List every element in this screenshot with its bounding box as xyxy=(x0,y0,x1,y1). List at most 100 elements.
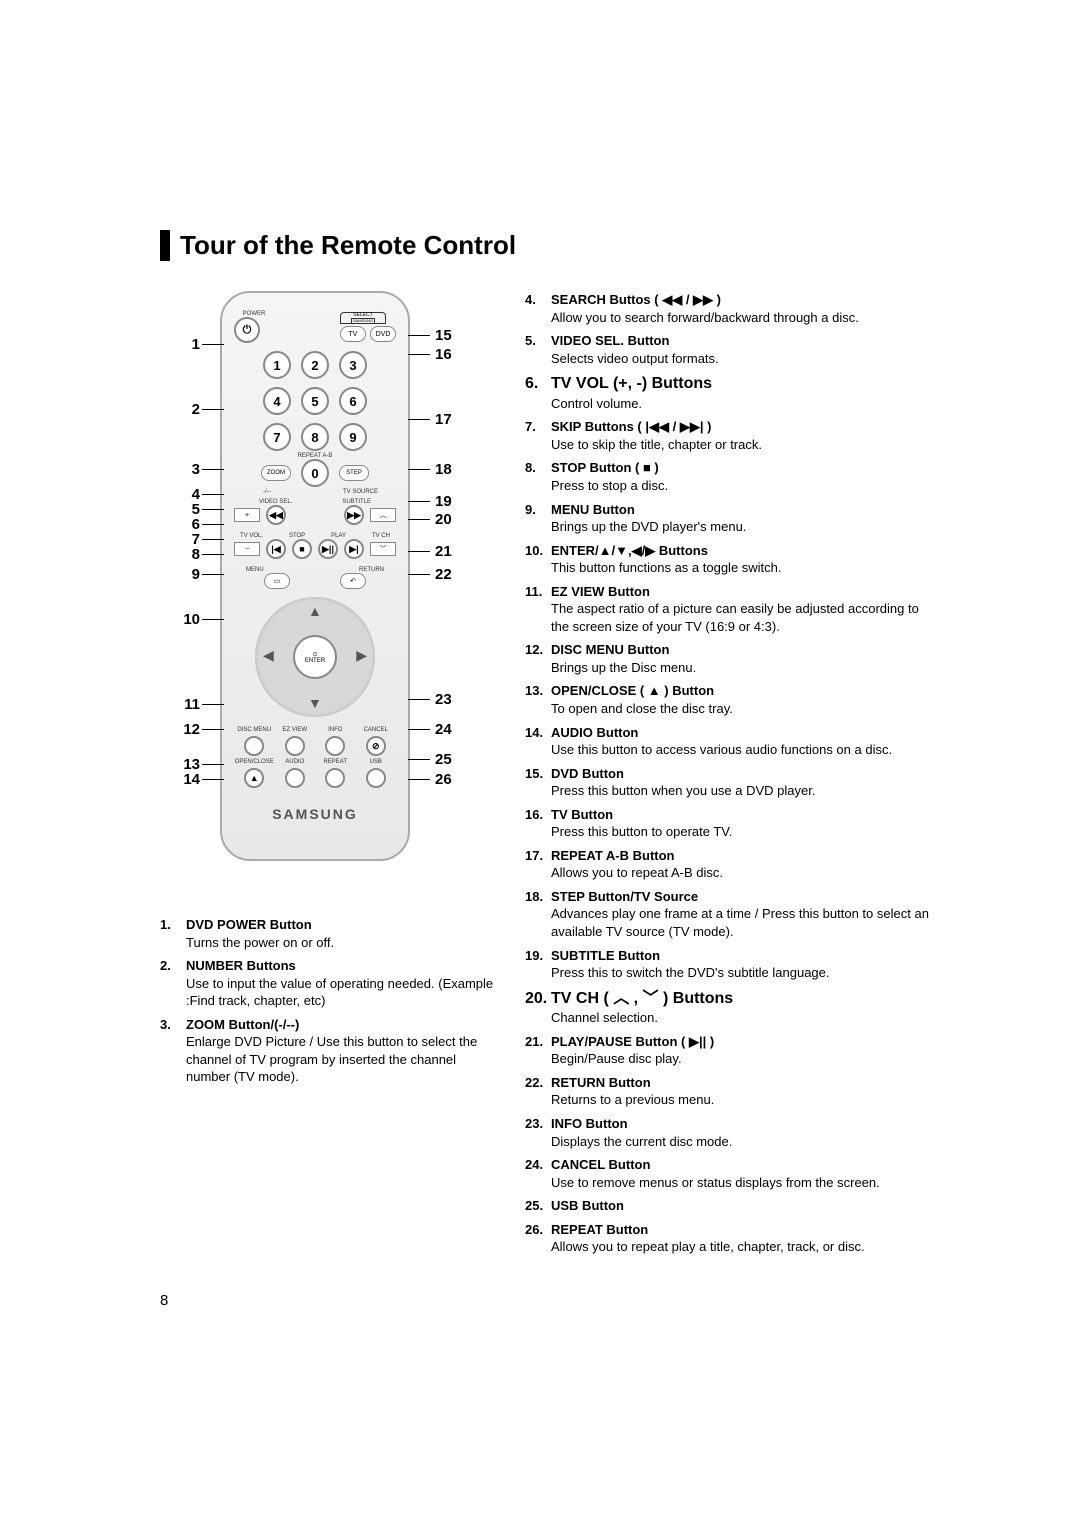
item-title: REPEAT A-B Button xyxy=(551,847,674,865)
item-number: 23. xyxy=(525,1115,551,1133)
desc-item: 12.DISC MENU ButtonBrings up the Disc me… xyxy=(525,641,930,676)
desc-item: 25.USB Button xyxy=(525,1197,930,1215)
item-title: DVD Button xyxy=(551,765,624,783)
play-pause-icon: ▶|| xyxy=(318,539,338,559)
desc-item: 21.PLAY/PAUSE Button ( ▶|| )Begin/Pause … xyxy=(525,1033,930,1068)
item-number: 21. xyxy=(525,1033,551,1051)
desc-item: 1.DVD POWER ButtonTurns the power on or … xyxy=(160,916,500,951)
item-number: 2. xyxy=(160,957,186,975)
rewind-icon: ◀◀ xyxy=(266,505,286,525)
stop-icon: ■ xyxy=(292,539,312,559)
item-title: PLAY/PAUSE Button ( ▶|| ) xyxy=(551,1033,714,1051)
desc-item: 11.EZ VIEW ButtonThe aspect ratio of a p… xyxy=(525,583,930,636)
callout-left-11: 11 xyxy=(160,696,200,713)
item-number: 26. xyxy=(525,1221,551,1239)
item-desc: Use to remove menus or status displays f… xyxy=(525,1174,930,1192)
item-number: 7. xyxy=(525,418,551,436)
desc-item: 14.AUDIO ButtonUse this button to access… xyxy=(525,724,930,759)
page-number: 8 xyxy=(160,1292,930,1309)
callout-right-19: 19 xyxy=(435,493,465,510)
dpad-icon: ▲▼◀▶ ⊙ENTER xyxy=(255,597,375,717)
desc-item: 26.REPEAT ButtonAllows you to repeat pla… xyxy=(525,1221,930,1256)
item-desc: This button functions as a toggle switch… xyxy=(525,559,930,577)
item-number: 4. xyxy=(525,291,551,309)
callout-left-1: 1 xyxy=(160,336,200,353)
callout-right-24: 24 xyxy=(435,721,465,738)
item-desc: Control volume. xyxy=(525,395,930,413)
desc-item: 8.STOP Button ( ■ )Press to stop a disc. xyxy=(525,459,930,494)
power-button-icon: ⏻ xyxy=(234,317,260,343)
item-desc: Use to skip the title, chapter or track. xyxy=(525,436,930,454)
section-title: Tour of the Remote Control xyxy=(180,230,930,261)
item-title: STOP Button ( ■ ) xyxy=(551,459,659,477)
desc-item: 23.INFO ButtonDisplays the current disc … xyxy=(525,1115,930,1150)
right-column: 4.SEARCH Buttos ( ◀◀ / ▶▶ )Allow you to … xyxy=(500,291,930,1262)
dvd-button-icon: DVD xyxy=(370,326,396,342)
item-title: SEARCH Buttos ( ◀◀ / ▶▶ ) xyxy=(551,291,721,309)
content-columns: POWER ⏻ SELECT SAMSUNG TV DVD xyxy=(160,291,930,1262)
callout-right-21: 21 xyxy=(435,543,465,560)
item-title: SUBTITLE Button xyxy=(551,947,660,965)
remote-diagram: POWER ⏻ SELECT SAMSUNG TV DVD xyxy=(160,291,470,891)
item-desc: Press this to switch the DVD's subtitle … xyxy=(525,964,930,982)
item-title: SKIP Buttons ( |◀◀ / ▶▶| ) xyxy=(551,418,711,436)
item-number: 13. xyxy=(525,682,551,700)
item-title: REPEAT Button xyxy=(551,1221,648,1239)
bottom-labels-row-1: DISC MENU EZ VIEW INFO CANCEL xyxy=(234,727,396,733)
item-desc: The aspect ratio of a picture can easily… xyxy=(525,600,930,635)
desc-item: 24.CANCEL ButtonUse to remove menus or s… xyxy=(525,1156,930,1191)
item-number: 12. xyxy=(525,641,551,659)
left-column: POWER ⏻ SELECT SAMSUNG TV DVD xyxy=(160,291,500,1262)
item-number: 24. xyxy=(525,1156,551,1174)
desc-item: 9.MENU ButtonBrings up the DVD player's … xyxy=(525,501,930,536)
item-title: STEP Button/TV Source xyxy=(551,888,698,906)
manual-page: Tour of the Remote Control POWER ⏻ S xyxy=(0,0,1080,1369)
callout-right-18: 18 xyxy=(435,461,465,478)
item-number: 5. xyxy=(525,332,551,350)
desc-item: 3. ZOOM Button/(-/--)Enlarge DVD Picture… xyxy=(160,1016,500,1086)
callout-right-22: 22 xyxy=(435,566,465,583)
item-title: ZOOM Button/(-/--) xyxy=(186,1016,299,1034)
skip-fwd-icon: ▶| xyxy=(344,539,364,559)
item-desc: Returns to a previous menu. xyxy=(525,1091,930,1109)
item-desc: Begin/Pause disc play. xyxy=(525,1050,930,1068)
brand-logo: SAMSUNG xyxy=(234,806,396,822)
callout-right-26: 26 xyxy=(435,771,465,788)
menu-button-icon: ▭ xyxy=(264,573,290,589)
item-desc: Selects video output formats. xyxy=(525,350,930,368)
item-desc: Displays the current disc mode. xyxy=(525,1133,930,1151)
item-desc: Brings up the DVD player's menu. xyxy=(525,518,930,536)
tv-button-icon: TV xyxy=(340,326,366,342)
skip-back-icon: |◀ xyxy=(266,539,286,559)
desc-item: 4.SEARCH Buttos ( ◀◀ / ▶▶ )Allow you to … xyxy=(525,291,930,326)
item-title: TV VOL (+, -) Buttons xyxy=(551,373,712,395)
remote-label-power: POWER xyxy=(234,311,274,317)
item-number: 8. xyxy=(525,459,551,477)
desc-item: 22.RETURN ButtonReturns to a previous me… xyxy=(525,1074,930,1109)
desc-item: 17.REPEAT A-B ButtonAllows you to repeat… xyxy=(525,847,930,882)
item-desc: Use to input the value of operating need… xyxy=(160,975,500,1010)
item-title: DISC MENU Button xyxy=(551,641,669,659)
item-title: USB Button xyxy=(551,1197,624,1215)
item-title: MENU Button xyxy=(551,501,635,519)
item-desc: To open and close the disc tray. xyxy=(525,700,930,718)
item-title: AUDIO Button xyxy=(551,724,638,742)
desc-list-left: 1.DVD POWER ButtonTurns the power on or … xyxy=(160,916,500,1086)
item-desc: Advances play one frame at a time / Pres… xyxy=(525,905,930,940)
item-number: 17. xyxy=(525,847,551,865)
callout-right-15: 15 xyxy=(435,327,465,344)
item-desc: Channel selection. xyxy=(525,1009,930,1027)
desc-item: 10.ENTER/▲/▼,◀/▶ ButtonsThis button func… xyxy=(525,542,930,577)
item-desc: Use this button to access various audio … xyxy=(525,741,930,759)
item-title: CANCEL Button xyxy=(551,1156,650,1174)
item-number: 18. xyxy=(525,888,551,906)
callout-left-9: 9 xyxy=(160,566,200,583)
item-number: 14. xyxy=(525,724,551,742)
item-number: 1. xyxy=(160,916,186,934)
desc-item: 13.OPEN/CLOSE ( ▲ ) ButtonTo open and cl… xyxy=(525,682,930,717)
desc-item: 7.SKIP Buttons ( |◀◀ / ▶▶| )Use to skip … xyxy=(525,418,930,453)
callout-left-14: 14 xyxy=(160,771,200,788)
step-button-icon: STEP xyxy=(339,465,369,481)
item-number: 15. xyxy=(525,765,551,783)
desc-item: 15.DVD ButtonPress this button when you … xyxy=(525,765,930,800)
